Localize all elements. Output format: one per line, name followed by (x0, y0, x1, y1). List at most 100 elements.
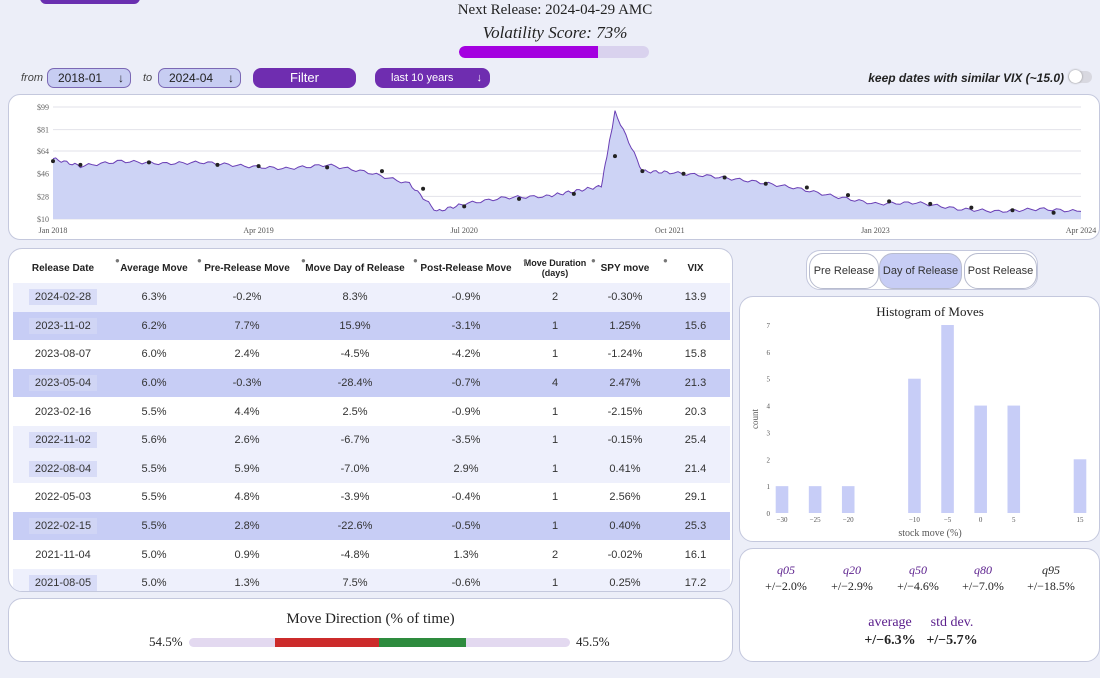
info-icon[interactable]: ● (115, 256, 120, 265)
info-icon[interactable]: ● (663, 256, 668, 265)
price-y-tick-label: $99 (37, 103, 49, 112)
tab-pre-release[interactable]: Pre Release (809, 253, 879, 289)
hist-y-tick-label: 4 (767, 403, 771, 411)
pre-release-cell: -0.3% (195, 368, 299, 398)
release-marker (845, 193, 850, 198)
releases-table: Release Date ● Average Move ● Pre-Release … (13, 253, 730, 591)
info-icon[interactable]: ● (301, 256, 306, 265)
col-header-vix[interactable]: ● VIX (661, 253, 730, 283)
release-date-cell: 2021-08-05 (13, 568, 113, 591)
col-header-duration[interactable]: ● Move Duration (days) (521, 253, 589, 283)
to-date-select[interactable]: 2024-04 ↓ (158, 68, 241, 88)
pre-release-cell: 2.6% (195, 425, 299, 455)
info-icon[interactable]: ● (591, 256, 596, 265)
spy-move-cell: -0.30% (589, 283, 661, 312)
hist-x-tick-label: −10 (909, 516, 920, 524)
table-row[interactable]: 2024-02-28 6.3% -0.2% 8.3% -0.9% 2 -0.30% 13.9 (13, 283, 730, 312)
hist-x-tick-label: −30 (777, 516, 788, 524)
hist-y-tick-label: 3 (767, 429, 771, 437)
price-x-tick-label: Jul 2020 (451, 226, 478, 235)
tab-post-release[interactable]: Post Release (964, 253, 1037, 289)
price-area-fill (53, 110, 1081, 219)
release-marker (256, 164, 261, 169)
table-row[interactable]: 2022-02-15 5.5% 2.8% -22.6% -0.5% 1 0.40% 25.3 (13, 511, 730, 541)
release-marker (517, 196, 522, 201)
spy-move-cell: 2.47% (589, 368, 661, 398)
hist-x-tick-label: −20 (843, 516, 854, 524)
release-marker (612, 154, 617, 159)
release-marker (379, 169, 384, 174)
move-day-cell: 8.3% (299, 283, 411, 312)
release-date-cell: 2022-08-04 (13, 454, 113, 484)
vix-cell: 21.4 (661, 454, 730, 484)
histogram-panel: Histogram of Moves 0 1 2 3 4 5 6 7 −30 −25 −20 −10 −5… (739, 296, 1100, 542)
table-row[interactable]: 2021-11-04 5.0% 0.9% -4.8% 1.3% 2 -0.02% 16.1 (13, 540, 730, 569)
release-marker (571, 191, 576, 196)
duration-cell: 1 (521, 340, 589, 369)
vix-toggle[interactable] (1068, 70, 1092, 83)
hist-y-axis-label: count (750, 409, 760, 429)
table-row[interactable]: 2023-05-04 6.0% -0.3% -28.4% -0.7% 4 2.47% 21.3 (13, 368, 730, 398)
average-move-cell: 5.0% (113, 540, 195, 569)
filter-button[interactable]: Filter (253, 68, 356, 88)
vix-cell: 17.2 (661, 568, 730, 591)
col-header-average-move[interactable]: ● Average Move (113, 253, 195, 283)
release-phase-tabs: Pre Release Day of Release Post Release (806, 250, 1038, 290)
up-percent: 45.5% (576, 634, 610, 649)
spy-move-cell: 0.41% (589, 454, 661, 484)
spy-move-cell: 1.25% (589, 311, 661, 341)
tab-day-of-release[interactable]: Day of Release (879, 253, 962, 289)
info-icon[interactable]: ● (197, 256, 202, 265)
average-move-cell: 5.5% (113, 511, 195, 541)
release-marker (969, 205, 974, 210)
quantile-q50: q50 +/−4.6% (897, 563, 939, 593)
spy-move-cell: 0.25% (589, 568, 661, 591)
info-icon[interactable]: ● (523, 256, 528, 265)
quantile-q20: q20 +/−2.9% (831, 563, 873, 593)
release-marker (421, 186, 426, 191)
histogram-bar (808, 486, 822, 513)
table-row[interactable]: 2021-08-05 5.0% 1.3% 7.5% -0.6% 1 0.25% 17.2 (13, 568, 730, 591)
release-marker (462, 204, 467, 209)
col-header-spy[interactable]: ● SPY move (589, 253, 661, 283)
hist-x-tick-label: 15 (1077, 516, 1085, 524)
pre-release-cell: 5.9% (195, 454, 299, 484)
price-x-tick-label: Jan 2018 (39, 226, 68, 235)
hist-x-tick-label: 5 (1012, 516, 1016, 524)
histogram-bar (841, 486, 855, 513)
release-date-cell: 2022-02-15 (13, 511, 113, 541)
table-row[interactable]: 2022-11-02 5.6% 2.6% -6.7% -3.5% 1 -0.15% 25.4 (13, 425, 730, 455)
release-marker (804, 185, 809, 190)
table-body: 2024-02-28 6.3% -0.2% 8.3% -0.9% 2 -0.30% 13.9 2… (13, 283, 730, 591)
duration-cell: 1 (521, 568, 589, 591)
range-select[interactable]: last 10 years ↓ (375, 68, 490, 88)
pre-release-cell: -0.2% (195, 283, 299, 312)
table-row[interactable]: 2023-11-02 6.2% 7.7% 15.9% -3.1% 1 1.25% 15.6 (13, 311, 730, 341)
release-date-cell: 2023-08-07 (13, 340, 113, 369)
table-row[interactable]: 2022-05-03 5.5% 4.8% -3.9% -0.4% 1 2.56% 29.1 (13, 483, 730, 512)
table-row[interactable]: 2023-02-16 5.5% 4.4% 2.5% -0.9% 1 -2.15% 20.3 (13, 397, 730, 426)
col-header-release-date[interactable]: Release Date (13, 253, 113, 283)
col-header-post-release[interactable]: ● Post-Release Move (411, 253, 521, 283)
stats-panel: q05 +/−2.0% q20 +/−2.9% q50 +/−4.6% q80 +/−7… (739, 548, 1100, 662)
vix-cell: 25.3 (661, 511, 730, 541)
col-header-pre-release[interactable]: ● Pre-Release Move (195, 253, 299, 283)
post-release-cell: -0.4% (411, 483, 521, 512)
spy-move-cell: -1.24% (589, 340, 661, 369)
price-y-tick-label: $81 (37, 126, 49, 135)
col-header-move-day[interactable]: ● Move Day of Release (299, 253, 411, 283)
average-move-cell: 5.5% (113, 397, 195, 426)
release-date-text: 2021-11-04 (35, 548, 91, 561)
move-day-cell: -6.7% (299, 425, 411, 455)
info-icon[interactable]: ● (413, 256, 418, 265)
table-row[interactable]: 2023-08-07 6.0% 2.4% -4.5% -4.2% 1 -1.24% 15.8 (13, 340, 730, 369)
vix-cell: 15.8 (661, 340, 730, 369)
release-date-text: 2023-05-04 (28, 375, 98, 392)
hist-y-tick-label: 5 (767, 376, 771, 384)
hist-y-tick-label: 1 (767, 483, 771, 491)
post-release-cell: -0.9% (411, 283, 521, 312)
arrow-down-icon: ↓ (228, 71, 234, 85)
release-date-text: 2024-02-28 (28, 289, 98, 306)
from-date-select[interactable]: 2018-01 ↓ (47, 68, 131, 88)
table-row[interactable]: 2022-08-04 5.5% 5.9% -7.0% 2.9% 1 0.41% 21.4 (13, 454, 730, 484)
